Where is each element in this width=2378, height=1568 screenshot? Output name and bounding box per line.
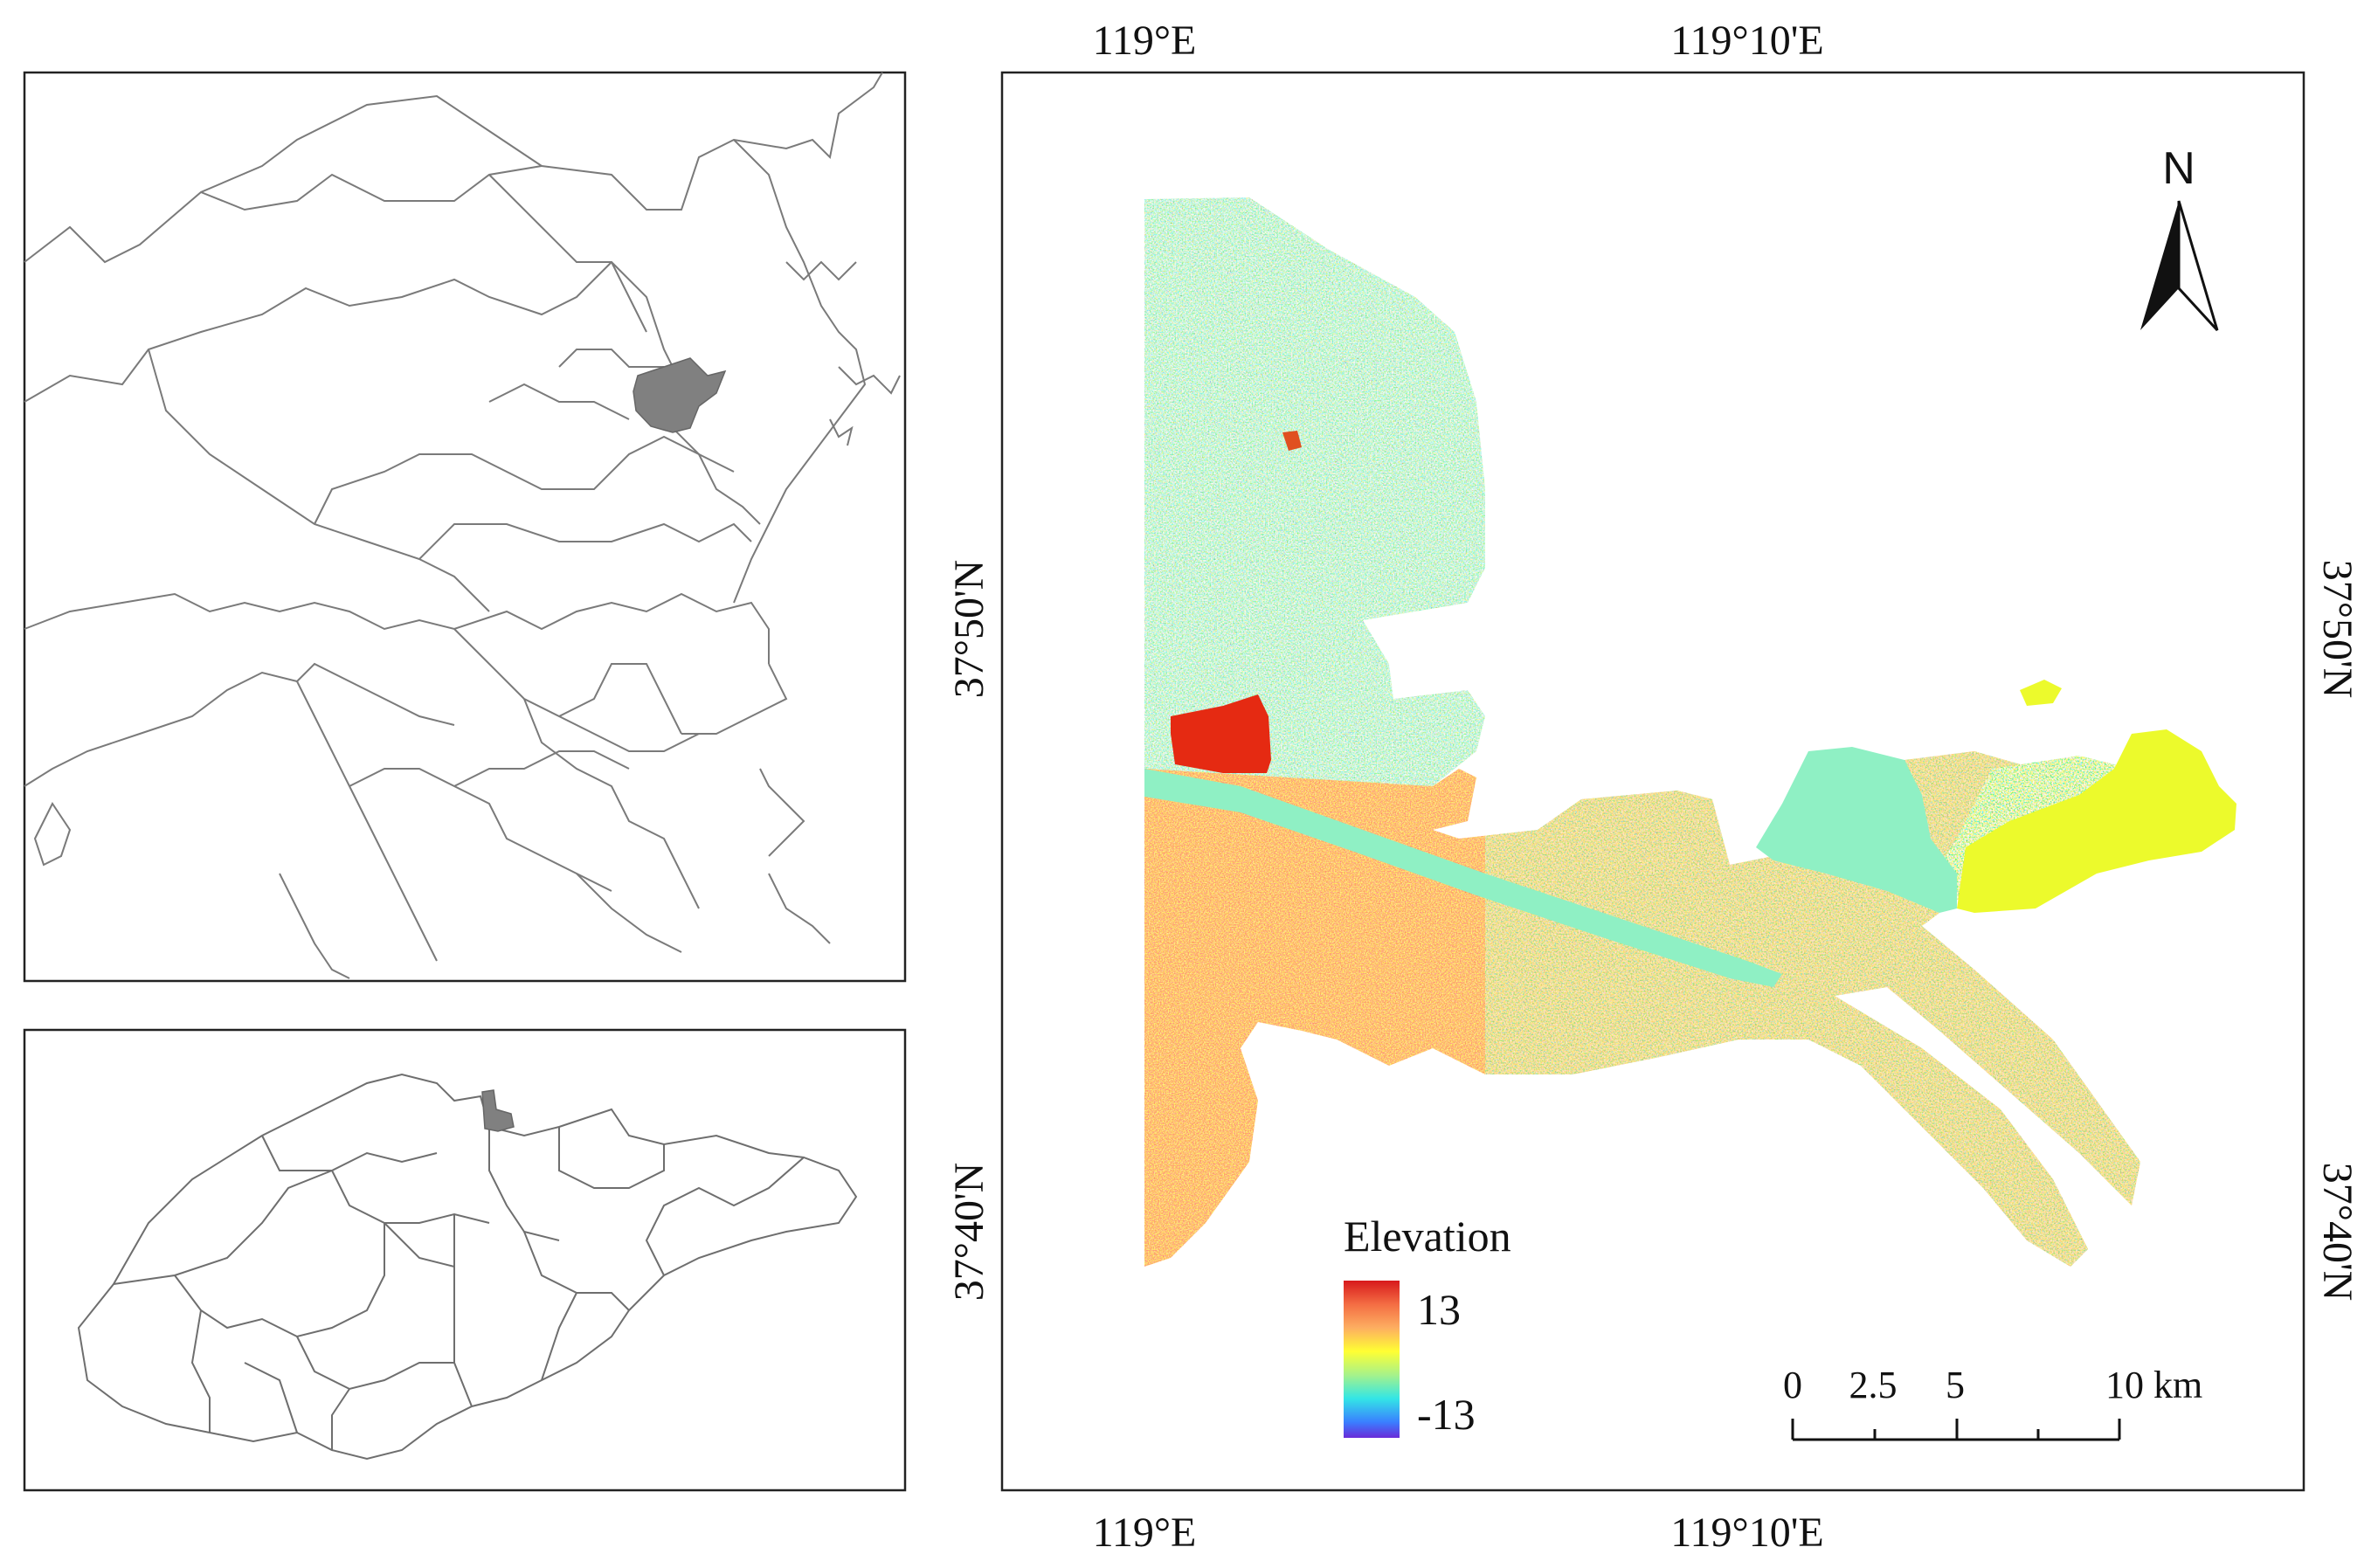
scale-label-0: 0 (1783, 1364, 1802, 1406)
legend-title: Elevation (1344, 1212, 1511, 1261)
scale-label-2-5: 2.5 (1849, 1364, 1898, 1406)
lat-tick-left-1: 37°50'N (946, 560, 992, 699)
flat-east-lobe (1957, 729, 2236, 913)
scale-label-5: 5 (1946, 1364, 1965, 1406)
reservoir (1171, 694, 1271, 773)
elevation-legend: Elevation 13 -13 (1344, 1212, 1511, 1439)
province-boundaries (77, 1073, 858, 1461)
river-channel (1144, 769, 1782, 987)
shandong-highlight (633, 357, 727, 433)
lat-tick-left-2: 37°40'N (946, 1163, 992, 1302)
north-arrow-right-half (2177, 200, 2219, 332)
north-arrow-label: N (2162, 143, 2195, 194)
lon-tick-bottom-1: 119°E (1093, 1509, 1197, 1556)
inset-province-frame (23, 1028, 907, 1492)
north-arrow-left-half (2140, 201, 2179, 330)
inset-province-map (23, 1028, 907, 1492)
north-arrow: N (2140, 143, 2219, 332)
scale-bar-line (1791, 1419, 2121, 1441)
inset-region-frame (23, 71, 907, 983)
scale-label-10-km: 10 km (2105, 1364, 2202, 1406)
legend-color-ramp (1344, 1281, 1400, 1438)
inset-region-map (23, 71, 907, 983)
main-map: 119°E 119°10'E 119°E 119°10'E 37°50'N 37… (946, 17, 2361, 1556)
lon-tick-top-1: 119°E (1093, 17, 1197, 64)
flat-mid-lobe (1756, 747, 1957, 913)
region-boundaries (24, 72, 901, 979)
small-patch (1282, 431, 1302, 451)
lat-tick-right-1: 37°50'N (2314, 560, 2361, 699)
lon-tick-top-2: 119°10'E (1670, 17, 1823, 64)
islet (2020, 680, 2062, 706)
dongying-highlight (481, 1089, 515, 1132)
lon-tick-bottom-2: 119°10'E (1670, 1509, 1823, 1556)
legend-high-label: 13 (1417, 1285, 1461, 1334)
scale-bar: 0 2.5 5 10 km (1783, 1364, 2202, 1441)
legend-low-label: -13 (1417, 1390, 1476, 1439)
lat-tick-right-2: 37°40'N (2314, 1163, 2361, 1302)
